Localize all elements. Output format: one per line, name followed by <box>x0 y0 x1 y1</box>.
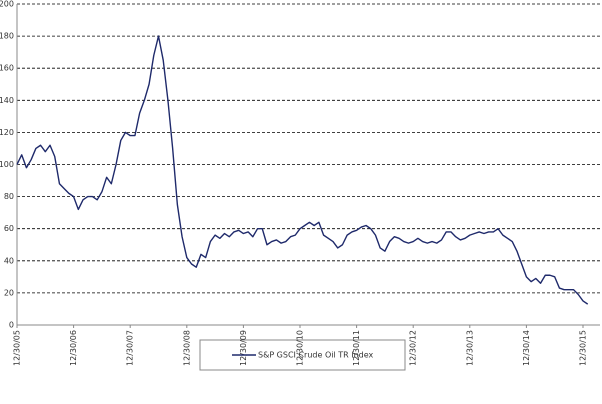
y-tick-label: 60 <box>4 224 14 233</box>
x-tick-label: 12/30/08 <box>182 330 191 366</box>
y-tick-label: 100 <box>0 160 14 169</box>
x-tick-label: 12/30/07 <box>126 330 135 366</box>
x-tick-label: 12/30/11 <box>352 330 361 366</box>
y-tick-label: 20 <box>4 288 14 297</box>
y-tick-label: 140 <box>0 96 14 105</box>
x-tick-label: 12/30/05 <box>13 330 22 366</box>
y-tick-label: 160 <box>0 64 14 73</box>
y-tick-label: 200 <box>0 0 14 9</box>
y-tick-label: 80 <box>4 192 14 201</box>
x-tick-label: 12/30/12 <box>409 330 418 366</box>
legend-box <box>199 339 406 371</box>
x-tick-label: 12/30/15 <box>579 330 588 366</box>
x-tick-label: 12/30/10 <box>296 330 305 366</box>
y-tick-label: 40 <box>4 256 14 265</box>
y-tick-label: 180 <box>0 32 14 41</box>
x-tick-label: 12/30/13 <box>465 330 474 366</box>
x-tick-label: 12/30/14 <box>522 330 531 366</box>
data-line <box>16 35 589 305</box>
x-tick-label: 12/30/06 <box>69 330 78 366</box>
legend-label: S&P GSCI Crude Oil TR Index <box>258 351 374 360</box>
y-tick-label: 0 <box>9 321 14 330</box>
y-tick-label: 120 <box>0 128 14 137</box>
x-tick-label: 12/30/09 <box>239 330 248 366</box>
